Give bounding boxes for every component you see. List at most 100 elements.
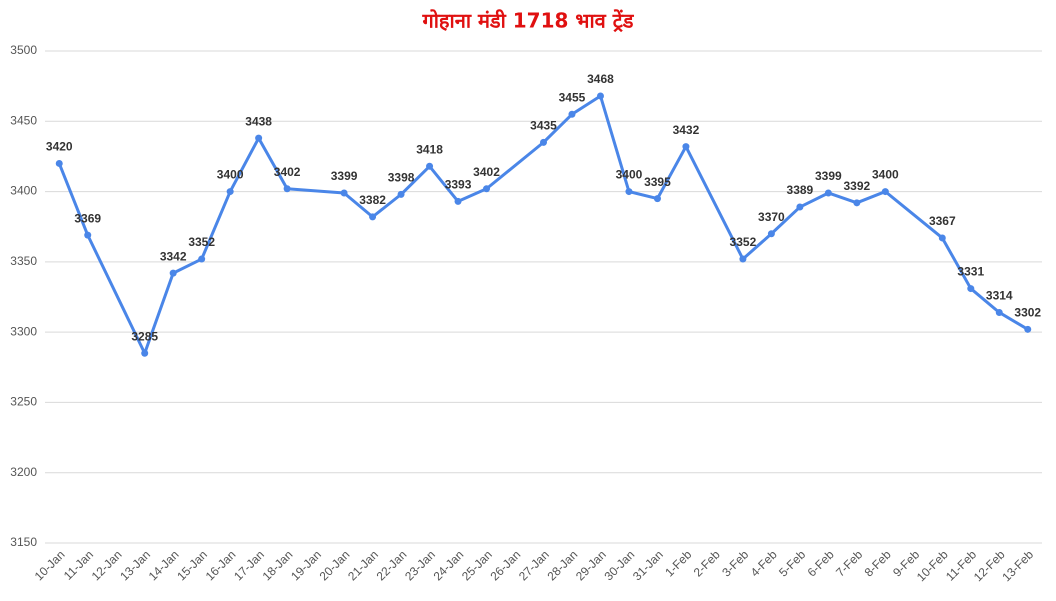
point [397,190,405,198]
line-segment [855,190,887,205]
x-tick-label: 4-Feb [748,547,780,579]
line-segment [399,164,432,196]
x-tick-label: 27-Jan [516,547,552,583]
line-segment [86,233,147,355]
value-label: 3382 [359,193,386,207]
y-tick-label: 3450 [10,113,37,127]
line-segment [542,112,574,144]
value-label: 3370 [758,210,785,224]
x-tick-label: 11-Jan [61,547,96,582]
line-segment [371,192,403,219]
line-segment [997,310,1030,331]
x-tick-label: 10-Jan [32,547,68,583]
x-tick-label: 13-Feb [999,547,1036,584]
line-segment [940,236,973,291]
point [853,199,861,207]
line-segment [655,145,688,201]
value-label: 3402 [274,165,301,179]
chart-title: गोहाना मंडी 1718 भाव ट्रेंड [421,9,634,33]
point [682,143,690,151]
value-label: 3392 [843,179,870,193]
point [55,159,63,167]
x-tick-label: 30-Jan [601,547,637,583]
line-segment [200,190,232,261]
point [1024,325,1032,333]
x-tick-label: 1-Feb [662,547,694,579]
point [938,234,946,242]
x-tick-label: 18-Jan [260,547,296,583]
y-tick-label: 3350 [10,254,37,268]
point [881,188,889,196]
value-label: 3302 [1014,306,1041,320]
x-tick-label: 2-Feb [691,547,723,579]
value-label: 3400 [217,168,244,182]
value-label: 3420 [46,140,73,154]
x-tick-label: 8-Feb [862,547,894,579]
y-tick-label: 3300 [10,324,37,338]
line-segment [570,94,602,116]
line-segment [57,161,90,237]
value-label: 3455 [559,90,586,104]
point [796,203,804,211]
point [369,213,377,221]
value-label: 3342 [160,249,187,263]
point [169,269,177,277]
point [141,349,149,357]
x-tick-label: 29-Jan [573,547,609,583]
x-tick-label: 10-Feb [914,547,951,584]
value-label: 3314 [986,289,1013,303]
x-tick-label: 25-Jan [459,547,495,583]
y-tick-label: 3150 [10,535,37,549]
x-tick-label: 31-Jan [630,547,666,583]
value-label: 3400 [616,168,643,182]
y-tick-label: 3400 [10,184,37,198]
x-tick-label: 28-Jan [544,547,580,583]
point [596,92,604,100]
line-segment [285,187,346,195]
line-segment [428,164,460,203]
x-tick-label: 17-Jan [231,547,267,583]
line-segment [769,205,802,236]
x-tick-label: 16-Jan [203,547,239,583]
line-segment [485,140,545,191]
y-tick-label: 3500 [10,43,37,57]
point [483,185,491,193]
x-tick-label: 3-Feb [719,547,751,579]
value-label: 3352 [730,235,757,249]
value-label: 3393 [445,178,472,192]
line-segment [826,191,859,205]
value-label: 3398 [388,171,415,185]
point [540,138,547,146]
value-label: 3438 [245,114,272,128]
point [454,197,462,205]
x-tick-label: 6-Feb [805,547,837,579]
x-tick-label: 24-Jan [431,547,467,583]
point [995,308,1003,316]
x-tick-label: 12-Jan [89,547,125,583]
value-label: 3418 [416,142,443,156]
point [226,188,234,196]
point [340,189,348,197]
point [426,162,434,170]
point [824,189,832,197]
point [568,110,576,118]
x-tick-label: 15-Jan [174,547,210,583]
line-segment [171,257,204,275]
value-label: 3331 [957,265,984,279]
value-label: 3369 [74,211,101,225]
x-tick-label: 5-Feb [776,547,808,579]
x-tick-label: 20-Jan [317,547,353,583]
line-segment [627,190,659,201]
point [739,255,747,263]
line-segment [883,190,944,240]
value-label: 3399 [815,169,842,183]
line-segment [456,187,489,203]
value-label: 3402 [473,165,500,179]
value-label: 3352 [188,235,215,249]
value-label: 3468 [587,72,614,86]
point [625,188,633,196]
value-label: 3285 [131,329,158,343]
point [198,255,206,263]
y-tick-label: 3250 [10,395,37,409]
